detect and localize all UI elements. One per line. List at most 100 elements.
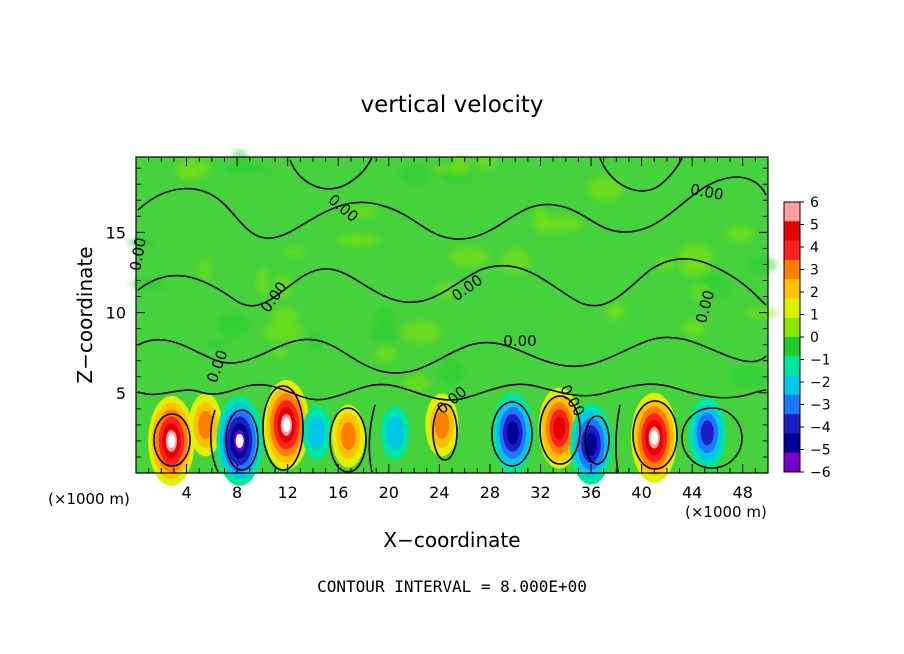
contour-line (289, 157, 373, 190)
y-tick-label: 15 (106, 223, 126, 242)
colorbar-label: 5 (810, 218, 819, 234)
field-cell (341, 422, 356, 451)
texture-blob (204, 340, 226, 350)
field-cell (307, 416, 326, 450)
x-unit-label-right: (×1000 m) (685, 503, 767, 521)
colorbar-swatch (784, 414, 800, 434)
contour-line (329, 407, 367, 473)
colorbar-label: 3 (810, 263, 819, 279)
field-cell-peak (650, 430, 659, 445)
texture-blob (177, 168, 200, 178)
texture-blob (129, 278, 169, 290)
plot-frame (135, 156, 769, 474)
contour-line (137, 258, 767, 307)
field-cell-peak (235, 433, 244, 448)
colorbar-label: 1 (810, 308, 819, 324)
y-axis-label: Z−coordinate (73, 246, 97, 383)
x-tick-label: 48 (733, 483, 753, 502)
x-tick-label: 28 (480, 483, 500, 502)
texture-blob (725, 225, 754, 243)
contour-line (368, 404, 376, 473)
texture-blob (399, 164, 430, 186)
colorbar-label: 0 (810, 330, 819, 346)
colorbar-swatch (784, 259, 800, 280)
colorbar-label: 6 (810, 195, 819, 211)
contour-line (137, 336, 767, 374)
field-cell (386, 416, 404, 450)
contour-lines (137, 157, 767, 473)
chart-title: vertical velocity (361, 92, 544, 118)
texture-blob (745, 307, 779, 319)
texture-blob (438, 358, 465, 386)
texture-blob (198, 258, 211, 282)
colorbar-swatch (784, 221, 800, 241)
colorbar-swatch (784, 240, 800, 261)
texture-blob (606, 303, 626, 321)
contour-line (632, 400, 678, 470)
contour-line (615, 404, 621, 473)
texture-blob (256, 268, 269, 296)
contour-line (432, 403, 458, 461)
colorbar-swatch (784, 317, 800, 338)
texture-blob (587, 175, 624, 201)
y-tick-label: 10 (106, 304, 126, 323)
texture-blob (500, 248, 530, 275)
field-cell (506, 421, 519, 445)
texture-blob (538, 215, 583, 233)
contour-line (137, 383, 767, 401)
y-tick-label: 5 (116, 384, 126, 403)
texture-blob (681, 319, 706, 337)
field-cell (553, 416, 566, 440)
x-tick-label: 24 (429, 483, 449, 502)
colorbar-label: 2 (810, 285, 819, 301)
texture-blob (474, 156, 499, 169)
x-tick-label: 16 (328, 483, 348, 502)
texture-blob (342, 206, 380, 218)
texture-blob (452, 154, 470, 176)
texture-blob (374, 345, 398, 362)
field-cell-peak (282, 417, 291, 432)
texture-blob (400, 320, 443, 344)
texture-blob (274, 275, 292, 299)
texture-blob (283, 248, 306, 257)
x-tick-label: 32 (530, 483, 550, 502)
colorbar-label: 4 (810, 240, 819, 256)
contour-line (209, 409, 219, 473)
plot-area: 0.000.000.000.000.000.000.000.000.00 0.00 (126, 149, 779, 486)
colorbar (783, 201, 804, 473)
texture-blob (730, 366, 766, 388)
contour-line (225, 409, 259, 471)
contour-line (681, 407, 743, 469)
texture-blob (532, 207, 548, 234)
texture-blob (404, 374, 430, 393)
colorbar-label: −6 (810, 465, 831, 481)
texture-blob (678, 243, 714, 268)
contour-line (539, 395, 581, 465)
field-cell (585, 432, 597, 456)
field-cell-peak (167, 433, 176, 448)
colorbar-swatch (784, 433, 800, 454)
texture-blob (692, 282, 710, 301)
colorbar-label: −3 (810, 398, 831, 414)
x-axis-label: X−coordinate (383, 528, 520, 552)
y-tick-labels: 5 10 15 (106, 223, 126, 402)
colorbar-swatch (784, 279, 800, 299)
texture-blob (374, 306, 396, 334)
texture-blob (308, 333, 323, 352)
texture-blob (369, 326, 398, 344)
colorbar-label: −4 (810, 420, 831, 436)
colorbar-swatch (784, 202, 800, 222)
x-tick-label: 12 (278, 483, 298, 502)
colorbar-swatch (784, 394, 800, 415)
contour-line (137, 176, 767, 240)
field-cell (198, 410, 213, 439)
texture-blob (449, 246, 491, 268)
field-cell (434, 410, 450, 439)
colorbar-swatch (784, 452, 800, 473)
contour-label: 0.00 (689, 180, 725, 204)
texture-blob (225, 163, 269, 175)
x-tick-label: 36 (581, 483, 601, 502)
contour-interval-note: CONTOUR INTERVAL = 8.000E+00 (317, 577, 587, 596)
texture-blob (269, 307, 300, 326)
